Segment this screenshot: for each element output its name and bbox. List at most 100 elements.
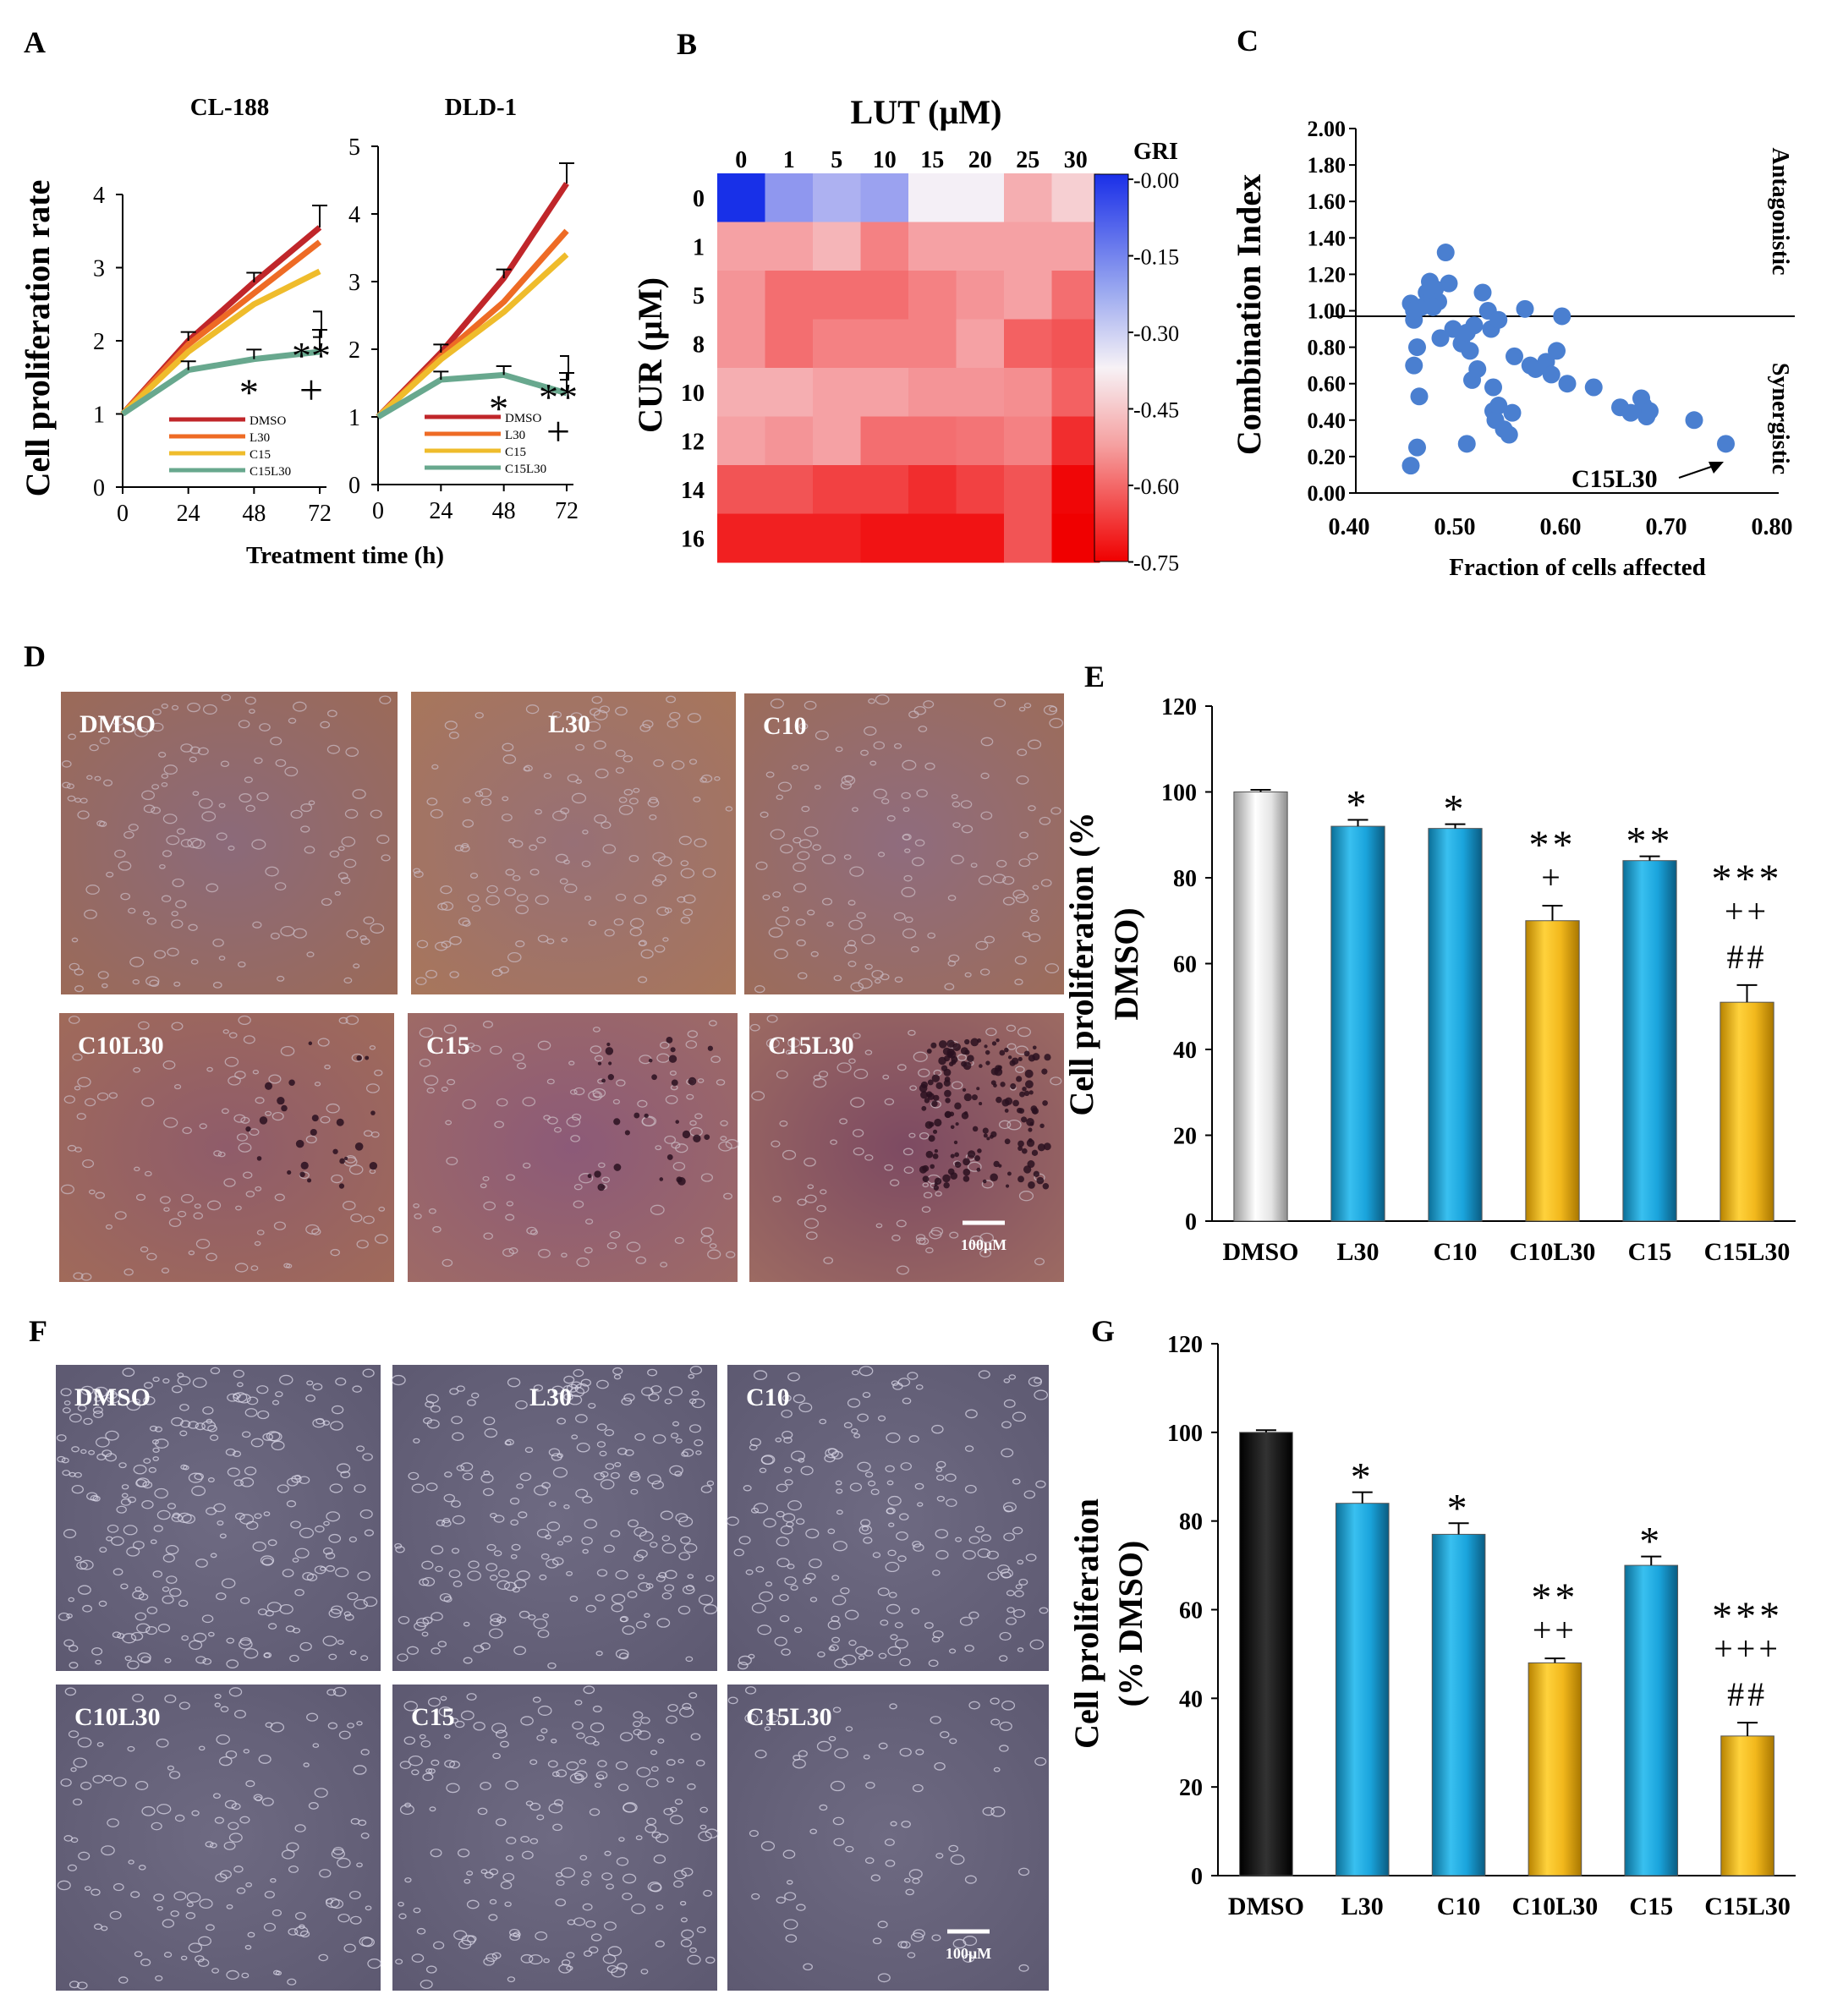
y-tick-label: 3 (348, 270, 360, 296)
cell-outline (299, 1930, 310, 1938)
cell-outline (340, 877, 351, 885)
cell-outline (151, 807, 162, 814)
cell-outline (980, 811, 993, 820)
cell-outline (885, 1465, 895, 1473)
cell-outline (765, 1038, 780, 1049)
cell-outline (799, 764, 809, 771)
cell-outline (650, 1204, 665, 1215)
dark-spot (338, 1183, 345, 1189)
cell-outline (263, 1511, 271, 1517)
cell-outline (240, 1477, 255, 1487)
cell-outline (304, 846, 315, 854)
dark-spot (707, 1045, 713, 1051)
data-point (1641, 402, 1659, 420)
heatmap-cell (908, 271, 957, 320)
cell-outline (138, 1021, 150, 1030)
cell-outline (960, 800, 973, 809)
cell-outline (436, 1520, 446, 1526)
cell-outline (902, 928, 917, 939)
dark-spot (942, 1174, 951, 1183)
cell-outline (777, 781, 793, 792)
cell-outline (299, 1476, 310, 1485)
dark-spot (963, 1168, 971, 1176)
cell-outline (1012, 1478, 1021, 1485)
cell-outline (738, 1536, 751, 1545)
micrograph-label: C10 (763, 712, 807, 740)
cell-outline (700, 1485, 712, 1493)
cell-outline (195, 1422, 206, 1431)
cell-outline (913, 1051, 928, 1062)
cell-outline (680, 860, 689, 867)
cell-outline (379, 695, 392, 704)
cell-outline (641, 1387, 654, 1396)
cell-outline (191, 1485, 206, 1497)
cell-outline (863, 1754, 870, 1760)
cell-outline (134, 1166, 140, 1172)
dark-spot (1037, 1143, 1045, 1152)
cell-outline (818, 1071, 829, 1078)
dark-spot (954, 1152, 960, 1158)
cell-outline (947, 895, 957, 901)
dark-spot (928, 1135, 935, 1142)
cell-outline (648, 1393, 660, 1402)
cell-outline (360, 938, 370, 945)
cell-outline (95, 1192, 105, 1199)
cell-outline (697, 1078, 705, 1083)
cell-outline (370, 923, 385, 934)
cell-outline (290, 1520, 301, 1529)
cell-outline (1025, 1553, 1037, 1562)
cell-outline (638, 940, 646, 946)
cell-outline (783, 1919, 798, 1930)
cell-outline (428, 1208, 436, 1214)
cell-outline (219, 1870, 232, 1879)
cell-outline (470, 1044, 481, 1053)
cell-outline (195, 1238, 211, 1249)
cell-outline (245, 1780, 255, 1788)
y-tick-label: 40 (1173, 1038, 1197, 1064)
bracket (560, 355, 569, 381)
cell-outline (162, 850, 173, 857)
cell-outline (244, 776, 253, 783)
heatmap-cell (765, 465, 814, 514)
cell-outline (336, 1463, 351, 1474)
cell-outline (851, 1428, 858, 1434)
cell-outline (1002, 875, 1015, 885)
cell-outline (431, 1545, 444, 1555)
cell-outline (226, 1969, 239, 1980)
cell-outline (790, 1585, 798, 1591)
cell-outline (617, 1448, 628, 1455)
cell-outline (700, 1173, 713, 1182)
cell-outline (194, 1203, 201, 1209)
cell-outline (759, 1591, 774, 1602)
significance-mark: * (1447, 1486, 1471, 1531)
cell-outline (130, 1891, 140, 1898)
cell-outline (949, 1231, 959, 1239)
cell-outline (1050, 807, 1061, 815)
cell-outline (172, 1512, 181, 1519)
cell-outline (314, 1565, 326, 1575)
cell-outline (114, 849, 126, 858)
cell-outline (238, 720, 250, 729)
micrograph-panel (56, 1685, 381, 1991)
cell-outline (594, 814, 607, 824)
cell-outline (483, 1470, 491, 1476)
cell-outline (690, 1733, 701, 1741)
cell-outline (901, 792, 911, 800)
cell-outline (179, 1404, 189, 1411)
dark-spot (934, 1182, 938, 1186)
cell-outline (482, 1487, 494, 1497)
cell-outline (573, 1917, 586, 1926)
cell-outline (69, 1662, 79, 1669)
cell-outline (687, 1954, 701, 1965)
cell-outline (591, 695, 603, 704)
cell-outline (784, 1892, 797, 1901)
cell-outline (791, 1450, 805, 1461)
cell-outline (1030, 908, 1039, 915)
cell-outline (922, 1182, 930, 1188)
cell-outline (144, 1170, 152, 1177)
colorbar-tick-label: -0.75 (1133, 551, 1179, 576)
cell-outline (576, 1442, 590, 1453)
cell-outline (703, 1889, 713, 1897)
panel-label-b: B (677, 27, 697, 61)
dark-spot (1010, 1082, 1017, 1089)
